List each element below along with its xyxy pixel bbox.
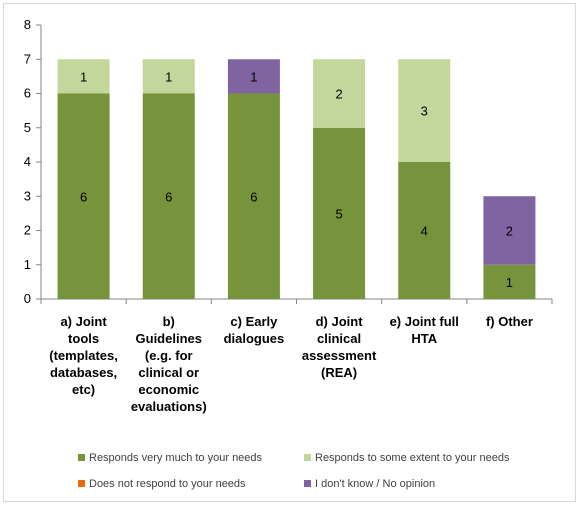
category-label: evaluations): [131, 399, 207, 414]
category-label: a) Joint: [60, 314, 107, 329]
y-tick-label: 7: [24, 51, 31, 66]
category-label: Guidelines: [136, 331, 202, 346]
bar-segment: [398, 162, 451, 299]
data-label: 4: [421, 224, 428, 239]
category-label: clinical: [317, 331, 361, 346]
legend-swatch: [304, 454, 311, 461]
y-tick-label: 3: [24, 188, 31, 203]
y-tick-label: 6: [24, 86, 31, 101]
bar-segment: [313, 59, 366, 128]
category-label: economic: [138, 382, 199, 397]
category-label: databases,: [50, 365, 117, 380]
bar-segment: [57, 59, 110, 94]
y-tick-label: 4: [24, 154, 31, 169]
y-tick-label: 2: [24, 223, 31, 238]
legend-label: Responds very much to your needs: [89, 452, 263, 464]
y-tick-label: 0: [24, 291, 31, 306]
legend-label: Responds to some extent to your needs: [315, 452, 510, 464]
bar-segment: [398, 59, 451, 162]
bar-segment: [483, 264, 536, 299]
legend-swatch: [304, 480, 311, 487]
category-label: dialogues: [224, 331, 285, 346]
data-label: 1: [506, 275, 513, 290]
category-label: e) Joint full: [390, 314, 459, 329]
category-label: (templates,: [49, 348, 118, 363]
legend-swatch: [78, 454, 85, 461]
category-label: d) Joint: [316, 314, 364, 329]
data-label: 6: [80, 189, 87, 204]
data-label: 2: [335, 87, 342, 102]
category-label: tools: [68, 331, 99, 346]
category-label: assessment: [302, 348, 377, 363]
data-label: 1: [250, 69, 257, 84]
category-label: clinical or: [138, 365, 199, 380]
bar-segment: [483, 196, 536, 265]
bar-segment: [142, 59, 195, 94]
y-tick-label: 5: [24, 120, 31, 135]
data-label: 6: [250, 189, 257, 204]
y-tick-label: 1: [24, 257, 31, 272]
bar-segment: [227, 93, 280, 299]
category-label: b): [163, 314, 175, 329]
legend-swatch: [78, 480, 85, 487]
category-label: c) Early: [230, 314, 278, 329]
category-label: (REA): [321, 365, 357, 380]
legend-label: I don't know / No opinion: [315, 478, 435, 490]
data-label: 3: [421, 104, 428, 119]
bar-segment: [227, 59, 280, 94]
category-label: etc): [72, 382, 95, 397]
category-label: HTA: [411, 331, 437, 346]
data-label: 5: [335, 206, 342, 221]
bar-segment: [313, 127, 366, 299]
data-label: 1: [80, 69, 87, 84]
legend-label: Does not respond to your needs: [89, 478, 246, 490]
bar-segment: [142, 93, 195, 299]
category-label: (e.g. for: [145, 348, 193, 363]
category-label: f) Other: [486, 314, 533, 329]
y-tick-label: 8: [24, 17, 31, 32]
bar-segment: [57, 93, 110, 299]
data-label: 2: [506, 224, 513, 239]
data-label: 1: [165, 69, 172, 84]
data-label: 6: [165, 189, 172, 204]
